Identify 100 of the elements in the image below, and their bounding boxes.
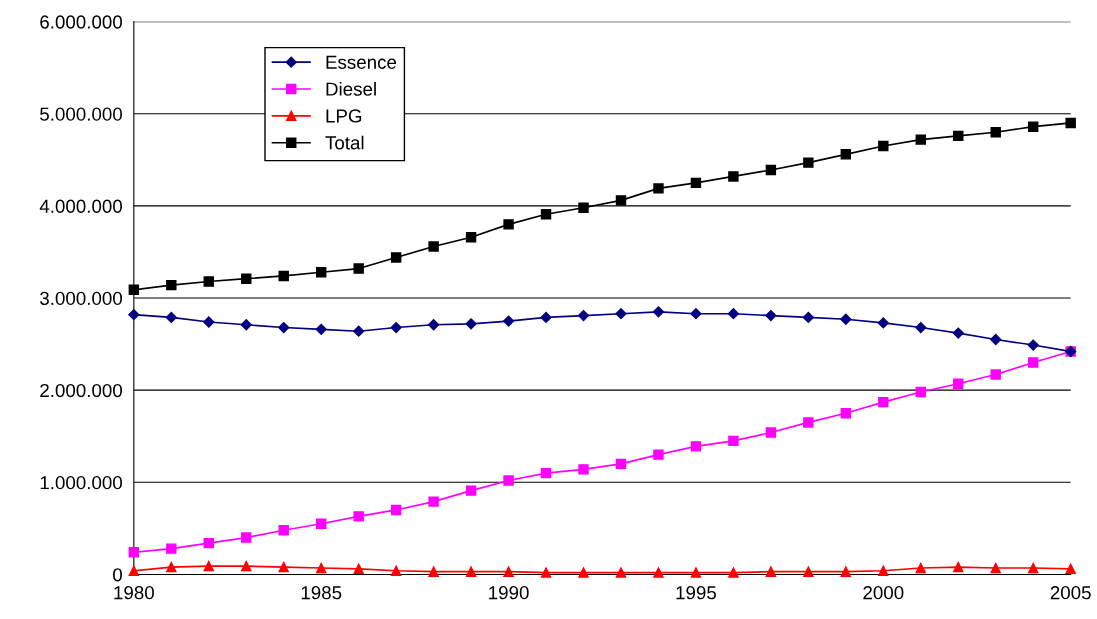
- point: [315, 518, 327, 529]
- x-tick-label: 1980: [114, 586, 154, 600]
- point: [990, 562, 1001, 574]
- point: [203, 276, 214, 287]
- point: [728, 435, 739, 447]
- point: [465, 485, 477, 496]
- point: [690, 308, 702, 320]
- point: [128, 565, 140, 576]
- point: [540, 311, 552, 324]
- point: [465, 318, 477, 330]
- point: [953, 130, 964, 142]
- legend-label: Essence: [326, 55, 397, 69]
- point: [428, 241, 439, 252]
- point: [990, 333, 1002, 346]
- point: [765, 309, 777, 322]
- point: [652, 306, 665, 318]
- point: [166, 279, 177, 291]
- point: [578, 567, 589, 578]
- point: [990, 369, 1001, 380]
- legend-label: Total: [325, 135, 364, 150]
- point: [728, 171, 739, 182]
- point: [315, 562, 327, 574]
- point: [615, 458, 627, 470]
- point: [915, 134, 926, 145]
- point: [165, 311, 177, 324]
- point: [278, 525, 289, 536]
- point: [915, 321, 927, 334]
- point: [690, 441, 702, 452]
- point: [315, 267, 327, 278]
- x-tick-label: 1985: [301, 586, 342, 600]
- point: [615, 195, 627, 206]
- y-tick-label: 2.000.000: [40, 383, 122, 398]
- point: [840, 313, 852, 325]
- point: [278, 561, 289, 573]
- y-tick-label: 5.000.000: [40, 107, 122, 121]
- point: [278, 270, 289, 282]
- point: [241, 532, 252, 543]
- point: [915, 386, 926, 398]
- point: [878, 396, 889, 408]
- point: [802, 311, 814, 324]
- point: [878, 565, 889, 576]
- point: [353, 263, 364, 274]
- point: [128, 547, 140, 558]
- x-tick-label: 2000: [863, 586, 904, 600]
- point: [503, 219, 514, 230]
- x-tick-label: 1995: [676, 586, 717, 600]
- point: [840, 566, 852, 577]
- point: [540, 567, 552, 578]
- point: [727, 308, 740, 320]
- point: [1027, 121, 1039, 132]
- point: [1065, 117, 1076, 129]
- point: [1027, 339, 1039, 351]
- point: [653, 449, 664, 460]
- point: [241, 273, 252, 284]
- point: [615, 308, 627, 320]
- point: [578, 464, 589, 475]
- point: [915, 562, 926, 574]
- point: [128, 309, 140, 321]
- point: [203, 560, 214, 572]
- point: [952, 327, 964, 339]
- point: [390, 252, 402, 263]
- point: [353, 325, 365, 337]
- point: [278, 321, 290, 334]
- legend-label: Diesel: [326, 81, 376, 96]
- point: [765, 566, 777, 577]
- point: [803, 157, 814, 168]
- y-tick-label: 4.000.000: [39, 199, 122, 213]
- point: [765, 164, 777, 176]
- point: [390, 565, 402, 576]
- point: [315, 323, 327, 335]
- point: [765, 427, 777, 438]
- point: [840, 407, 852, 419]
- point: [728, 567, 739, 578]
- point: [465, 232, 477, 243]
- x-tick-label: 1990: [489, 586, 529, 600]
- point: [502, 315, 515, 327]
- point: [353, 563, 364, 575]
- point: [390, 504, 402, 516]
- point: [953, 378, 964, 389]
- point: [1065, 563, 1076, 575]
- point: [503, 475, 514, 486]
- point: [690, 567, 702, 578]
- point: [615, 567, 627, 578]
- point: [578, 202, 589, 213]
- point: [353, 511, 364, 522]
- point: [166, 543, 177, 554]
- point: [803, 417, 814, 428]
- point: [428, 319, 440, 331]
- point: [428, 496, 439, 507]
- point: [540, 209, 552, 220]
- y-tick-label: 0: [113, 568, 122, 582]
- y-tick-label: 3.000.000: [40, 291, 122, 306]
- point: [203, 316, 215, 328]
- point: [241, 560, 252, 572]
- point: [540, 467, 552, 479]
- point: [803, 566, 814, 577]
- point: [428, 566, 439, 577]
- legend-label: LPG: [326, 109, 362, 123]
- point: [840, 149, 852, 160]
- point: [465, 566, 477, 577]
